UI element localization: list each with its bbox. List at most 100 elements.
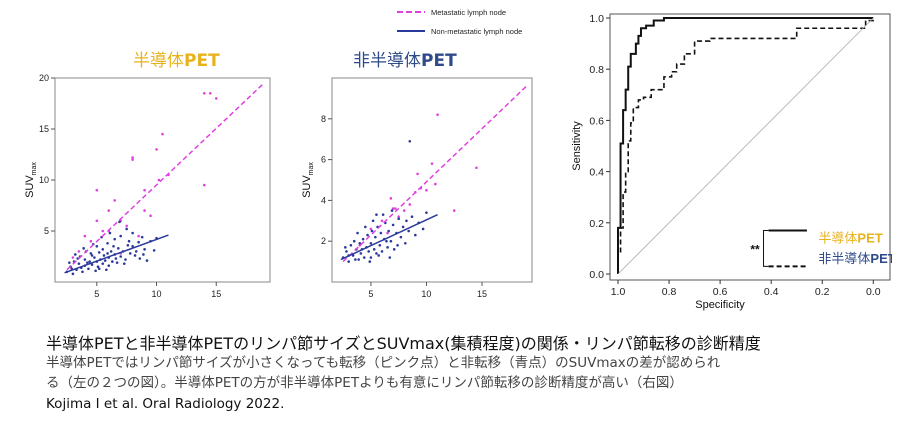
non-metastatic-point — [390, 209, 394, 212]
roc-x-tick-label: 0.4 — [764, 286, 779, 298]
roc-y-tick-label: 0.4 — [589, 167, 604, 179]
roc-x-tick-label: 1.0 — [611, 286, 626, 298]
metastatic-point — [425, 188, 428, 192]
metastatic-point — [137, 234, 140, 238]
non-metastatic-point — [362, 256, 366, 259]
non-metastatic-point — [407, 229, 410, 233]
non-metastatic-point — [344, 246, 347, 249]
non-metastatic-point — [87, 267, 90, 271]
y-axis-label: SUVmax — [301, 162, 315, 198]
non-metastatic-point — [119, 234, 122, 238]
non-metastatic-point — [96, 265, 100, 268]
legend-non-metastatic-label: Non-metastatic lymph node — [431, 27, 522, 36]
non-metastatic-point — [352, 239, 356, 243]
non-metastatic-point — [142, 253, 145, 256]
non-metastatic-point — [349, 243, 353, 247]
non-metastatic-point — [94, 269, 97, 273]
roc-legend-semi-en: PET — [857, 231, 882, 246]
non-metastatic-point — [138, 257, 142, 260]
non-metastatic-point — [410, 215, 414, 219]
non-metastatic-point — [115, 261, 119, 264]
non-metastatic-point — [397, 217, 400, 221]
non-metastatic-point — [152, 249, 156, 252]
non-metastatic-point — [134, 250, 138, 253]
non-metastatic-point — [112, 245, 115, 248]
legend-metastatic-label: Metastatic lymph node — [431, 8, 506, 17]
metastatic-point — [397, 215, 400, 219]
non-metastatic-point — [90, 254, 94, 257]
non-metastatic-point — [90, 263, 94, 266]
roc-y-tick-label: 0.0 — [589, 269, 604, 281]
panel-title-semi-jp: 半導体 — [133, 51, 184, 71]
roc-legend-non-label: 非半導体PET — [818, 251, 892, 266]
roc-y-axis-label: Sensitivity — [571, 121, 583, 171]
non-metastatic-point — [106, 252, 109, 255]
non-metastatic-point — [371, 219, 375, 223]
non-metastatic-point — [354, 258, 357, 261]
y-tick-label: 2 — [321, 236, 326, 246]
roc-legend-bracket — [763, 229, 769, 267]
non-metastatic-point — [347, 260, 350, 263]
non-metastatic-point — [119, 255, 122, 258]
metastatic-point — [143, 188, 146, 192]
caption-citation: Kojima I et al. Oral Radiology 2022. — [46, 396, 285, 412]
metastatic-point — [369, 227, 373, 231]
non-metastatic-point — [358, 241, 362, 245]
non-metastatic-point — [375, 213, 378, 216]
non-metastatic-point — [68, 261, 71, 264]
non-metastatic-point — [388, 256, 392, 259]
non-metastatic-point — [102, 254, 106, 257]
non-metastatic-point — [118, 220, 121, 224]
metastatic-point — [394, 207, 397, 210]
y-tick-label: 20 — [39, 73, 49, 83]
non-metastatic-point — [122, 262, 126, 265]
metastatic-point — [143, 209, 146, 212]
metastatic-point — [95, 188, 99, 192]
non-metastatic-point — [391, 223, 395, 227]
metastatic-point — [203, 183, 206, 187]
non-metastatic-fit-line — [340, 213, 438, 261]
non-metastatic-point — [128, 252, 132, 255]
panel-title-non-semiconductor: 非半導体PET — [353, 46, 457, 71]
metastatic-point — [107, 209, 111, 212]
metastatic-fit-line — [66, 82, 265, 271]
y-axis-label-subscript: max — [31, 162, 38, 176]
metastatic-point — [475, 166, 478, 170]
metastatic-point — [157, 178, 161, 182]
metastatic-point — [89, 239, 93, 243]
non-metastatic-point — [95, 245, 99, 248]
metastatic-point — [402, 209, 406, 212]
non-metastatic-point — [396, 243, 399, 247]
roc-reference-diagonal — [617, 17, 874, 275]
non-metastatic-point — [359, 252, 363, 255]
metastatic-point — [208, 92, 212, 95]
non-metastatic-point — [108, 231, 112, 235]
non-metastatic-point — [386, 246, 389, 249]
x-tick-label: 10 — [421, 289, 431, 299]
metastatic-point — [83, 234, 87, 238]
non-metastatic-point — [105, 268, 108, 272]
non-metastatic-point — [133, 254, 137, 257]
non-metastatic-point — [140, 235, 144, 239]
roc-legend-non-jp: 非半導体 — [818, 251, 870, 266]
y-tick-label: 15 — [39, 124, 49, 134]
non-metastatic-point — [131, 231, 134, 235]
non-metastatic-point — [101, 248, 105, 251]
metastatic-point — [452, 209, 456, 212]
non-metastatic-fit-line — [64, 234, 169, 274]
non-metastatic-point — [93, 256, 96, 259]
x-tick-label: 5 — [368, 289, 373, 299]
metastatic-point — [125, 224, 128, 228]
x-tick-label: 15 — [211, 289, 221, 299]
metastatic-point — [214, 97, 218, 100]
metastatic-point — [131, 156, 134, 159]
metastatic-point — [389, 197, 393, 200]
non-metastatic-point — [101, 262, 105, 265]
metastatic-point — [408, 203, 412, 206]
non-metastatic-point — [345, 250, 348, 253]
metastatic-point — [131, 158, 134, 161]
metastatic-point — [149, 214, 152, 217]
roc-legend-non-en: PET — [870, 251, 892, 266]
metastatic-point — [155, 148, 158, 151]
non-metastatic-point — [74, 253, 77, 256]
